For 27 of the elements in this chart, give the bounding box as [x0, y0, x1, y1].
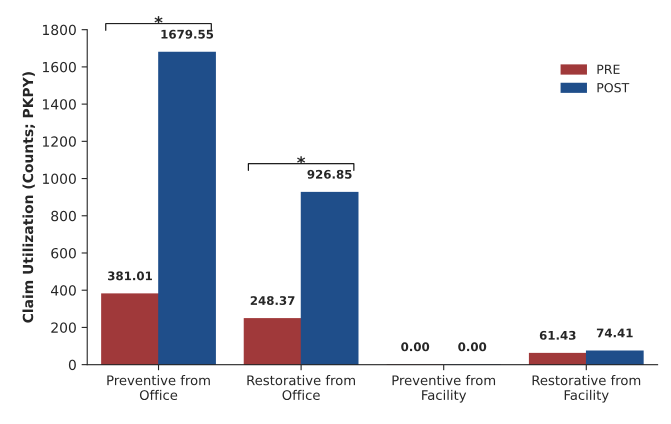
y-tick-label: 1800	[42, 24, 76, 36]
y-tick-label: 1400	[42, 99, 76, 110]
data-label: 248.37	[250, 296, 294, 306]
data-label: 0.00	[458, 342, 486, 352]
y-tick-label: 600	[51, 248, 76, 258]
data-label: 0.00	[401, 342, 430, 352]
y-tick-label: 200	[51, 322, 76, 333]
data-label: 61.43	[540, 330, 576, 340]
y-tick-label: 1200	[42, 136, 76, 147]
y-tick-label: 800	[51, 210, 76, 222]
legend-label: POST	[598, 82, 630, 92]
data-label: 74.41	[596, 328, 633, 338]
x-tick-label: Restorative from Office	[247, 375, 355, 400]
data-label: 1679.55	[161, 30, 214, 39]
data-label: 381.01	[108, 271, 152, 280]
data-label: 926.85	[307, 170, 352, 179]
y-axis-title: Claim Utilization (Counts; PKPY)	[22, 72, 35, 323]
y-tick-label: 0	[68, 360, 76, 370]
x-tick-label: Preventive from Facility	[392, 375, 496, 403]
text: *	[154, 16, 163, 24]
annotation: *	[297, 156, 306, 164]
y-tick-label: 400	[50, 285, 76, 296]
x-tick-label: Preventive from Office	[107, 375, 210, 400]
legend-label: PRE	[598, 64, 620, 74]
y-tick-label: 1600	[42, 62, 76, 72]
y-tick-label: 1000	[42, 174, 76, 184]
x-tick-label: Restorative from Facility	[532, 375, 640, 403]
